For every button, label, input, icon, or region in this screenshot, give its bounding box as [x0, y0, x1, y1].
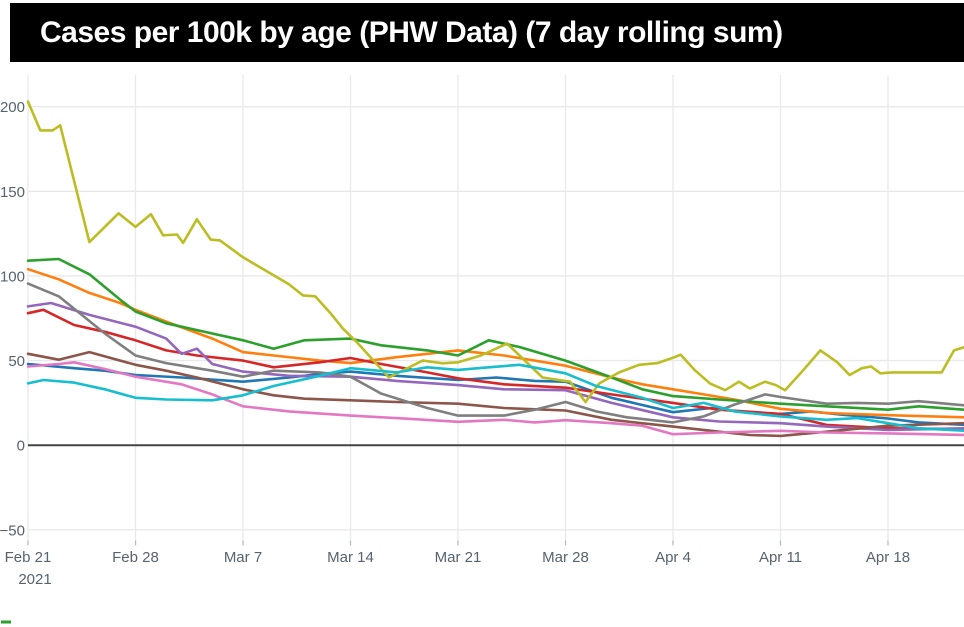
chart-title: Cases per 100k by age (PHW Data) (7 day … — [40, 15, 783, 49]
y-axis-tick-label: 0 — [17, 438, 25, 455]
series-line-pink[interactable] — [26, 360, 964, 437]
y-axis-tick-label: 200 — [0, 99, 25, 116]
x-axis-tick-label: Mar 21 — [435, 549, 482, 566]
y-axis-tick-label: −50 — [0, 522, 25, 539]
y-axis-tick-label: 100 — [0, 268, 25, 285]
x-axis-tick-label: Apr 11 — [759, 549, 802, 566]
series-line-brown[interactable] — [26, 350, 964, 438]
x-axis-tick-label: Mar 28 — [542, 549, 589, 566]
series-line-green[interactable] — [26, 257, 964, 412]
title-banner: Cases per 100k by age (PHW Data) (7 day … — [10, 3, 964, 62]
x-axis-tick-label: Feb 28 — [112, 549, 159, 566]
series-line-gray[interactable] — [26, 282, 964, 424]
series-line-olive[interactable] — [26, 100, 964, 404]
series-line-red[interactable] — [26, 308, 964, 431]
series-line-cyan[interactable] — [26, 363, 964, 433]
x-axis-tick-label: Mar 14 — [327, 549, 374, 566]
series-line-purple[interactable] — [26, 301, 964, 432]
y-axis-tick-label: 150 — [0, 184, 25, 201]
x-axis-tick-label: Mar 7 — [224, 549, 262, 566]
x-axis-tick-label: Apr 4 — [655, 549, 691, 566]
series-line-orange[interactable] — [26, 267, 964, 419]
x-axis-tick-label: Feb 21 — [5, 549, 52, 566]
y-axis-tick-label: 50 — [8, 353, 25, 370]
x-axis-tick-sublabel: 2021 — [18, 571, 51, 588]
x-axis-tick-label: Apr 18 — [866, 549, 910, 566]
